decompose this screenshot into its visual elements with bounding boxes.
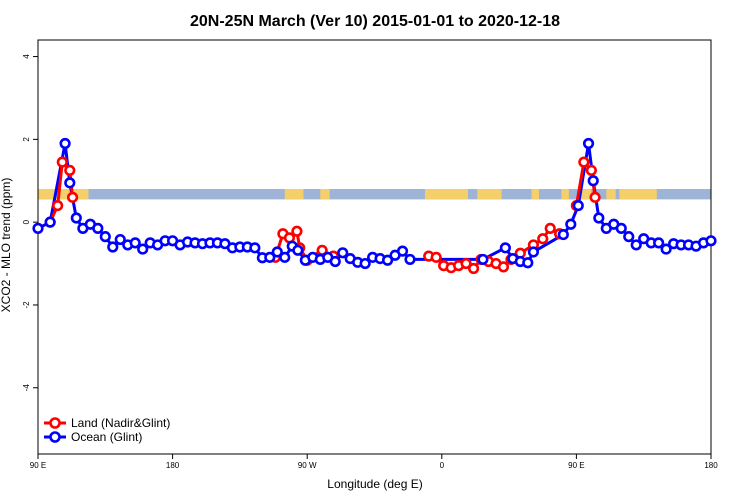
ocean-point-12 (129, 237, 141, 249)
x-tick-label-3: 0 (440, 461, 445, 470)
ocean-point-59 (582, 137, 595, 150)
land-point-0-4 (66, 191, 79, 203)
land-point-4-1 (578, 156, 590, 168)
x-tick-label-2: 90 W (298, 461, 317, 470)
ocean-point-34 (292, 244, 304, 256)
ocean-point-7 (92, 222, 104, 234)
land-point-3-3 (544, 222, 556, 234)
ocean-point-8 (99, 231, 111, 243)
ocean-point-56 (557, 228, 569, 241)
legend-ocean-label: Ocean (Glint) (71, 430, 142, 444)
ocean-point-1 (44, 216, 56, 228)
map-land-6 (561, 189, 569, 200)
land-point-1-3 (291, 225, 303, 237)
legend: Land (Nadir&Glint) Ocean (Glint) (44, 416, 170, 444)
land-point-2-6 (467, 262, 480, 275)
ocean-point-66 (630, 239, 642, 251)
land-point-2-1 (430, 251, 442, 263)
ocean-point-50 (477, 253, 489, 266)
x-tick-label-5: 180 (704, 461, 718, 470)
plot-frame (37, 39, 712, 455)
ocean-point-48 (396, 245, 409, 257)
y-tick-label-1: -2 (22, 301, 31, 309)
ocean-point-43 (359, 257, 371, 270)
ocean-point-31 (271, 246, 283, 258)
plot-border (37, 39, 712, 455)
axes-layer: 90 E 180 90 W 0 90 E 180 -4 -2 0 2 4 (22, 54, 718, 470)
map-land-2 (320, 189, 330, 200)
legend-ocean-marker (49, 431, 61, 443)
ocean-point-70 (660, 243, 672, 255)
ocean-point-64 (615, 222, 627, 234)
chart-title: 20N-25N March (Ver 10) 2015-01-01 to 202… (190, 13, 560, 30)
x-tick-label-1: 180 (166, 461, 180, 470)
map-land-3 (424, 189, 468, 200)
ocean-point-30 (264, 251, 276, 263)
ocean-point-76 (705, 235, 717, 247)
ocean-point-60 (587, 175, 599, 187)
ocean-point-28 (249, 242, 261, 254)
map-strip (38, 189, 711, 200)
land-point-0-3 (64, 164, 76, 177)
ocean-point-54 (522, 257, 534, 269)
ocean-point-10 (114, 233, 126, 246)
x-tick-label-4: 90 E (568, 461, 584, 470)
ocean-point-13 (137, 243, 149, 255)
x-tick-label-0: 90 E (30, 461, 46, 470)
map-ocean (38, 189, 711, 200)
y-tick-label-2: 0 (22, 219, 31, 224)
ocean-point-49 (404, 253, 416, 266)
ocean-point-39 (329, 255, 341, 268)
ocean-point-57 (565, 218, 577, 230)
map-land-1 (284, 189, 304, 200)
y-tick-label-3: 2 (22, 137, 31, 142)
ocean-point-0 (32, 222, 44, 234)
ocean-point-4 (70, 212, 82, 224)
ocean-point-9 (107, 241, 119, 253)
map-land-7 (578, 189, 592, 200)
land-point-0-2 (56, 156, 68, 168)
ocean-point-61 (593, 212, 605, 224)
land-point-2-10 (497, 261, 510, 273)
legend-land-marker (49, 417, 61, 429)
ocean-point-46 (381, 254, 394, 266)
ocean-point-55 (527, 246, 540, 258)
ocean-point-40 (337, 247, 349, 259)
y-axis-label: XCO2 - MLO trend (ppm) (0, 178, 13, 313)
ocean-point-69 (653, 237, 665, 249)
land-point-2-5 (460, 257, 472, 270)
ocean-point-65 (623, 231, 635, 243)
ocean-point-51 (499, 242, 511, 254)
y-tick-label-0: -4 (22, 384, 31, 392)
land-point-4-3 (589, 191, 601, 203)
x-axis-label: Longitude (deg E) (327, 477, 422, 491)
map-land-4 (477, 189, 502, 200)
ocean-point-3 (64, 177, 76, 189)
land-point-4-2 (585, 164, 597, 177)
map-land-9 (619, 189, 657, 200)
map-land-0 (38, 189, 89, 200)
land-point-3-2 (537, 233, 549, 245)
ocean-point-2 (59, 137, 71, 150)
ocean-point-32 (279, 251, 291, 263)
land-point-0-1 (52, 200, 64, 212)
map-land-8 (606, 189, 616, 200)
y-tick-label-4: 4 (22, 54, 31, 59)
ocean-point-58 (572, 200, 584, 212)
legend-land-label: Land (Nadir&Glint) (71, 416, 170, 430)
series-layer (32, 137, 717, 275)
map-land-5 (531, 189, 540, 200)
